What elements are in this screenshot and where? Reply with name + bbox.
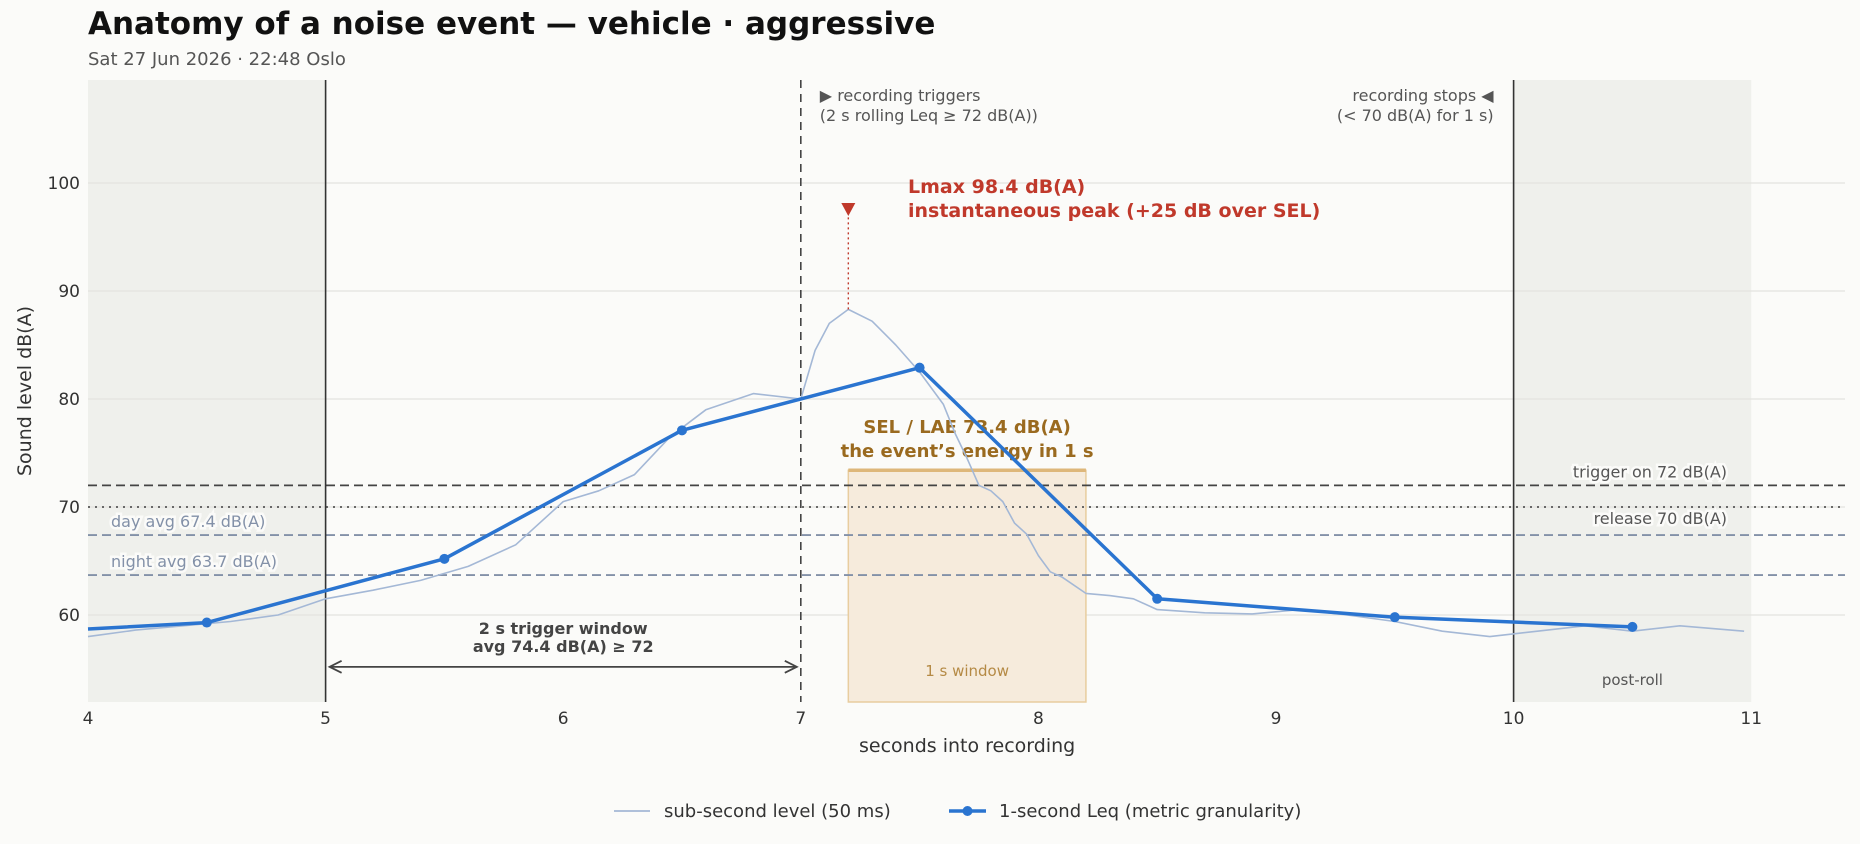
chart-subtitle: Sat 27 Jun 2026 · 22:48 Oslo (88, 49, 346, 70)
y-tick-label-90: 90 (58, 282, 80, 302)
vertical-marker-label-2-a: recording stops ◀ (1352, 86, 1494, 105)
y-tick-label-80: 80 (58, 390, 80, 410)
y-tick-label-100: 100 (48, 174, 80, 194)
series-1s-leq-point (1627, 621, 1638, 632)
series-1s-leq-point (1389, 612, 1400, 623)
shaded-region-1 (1513, 80, 1752, 702)
shaded-region-0 (88, 80, 326, 702)
sel-window-label: 1 s window (925, 662, 1009, 680)
series-1s-leq-point (914, 362, 925, 373)
x-tick-label-8: 8 (1033, 709, 1044, 729)
chart-title: Anatomy of a noise event — vehicle · agg… (88, 6, 936, 42)
sel-label-line2: the event’s energy in 1 s (841, 441, 1094, 462)
reference-label-3: night avg 63.7 dB(A) (111, 552, 277, 571)
x-tick-label-10: 10 (1503, 709, 1525, 729)
y-axis-label: Sound level dB(A) (14, 306, 36, 476)
x-tick-label-9: 9 (1271, 709, 1282, 729)
series-1s-leq-point (201, 617, 212, 628)
y-tick-label-70: 70 (58, 498, 80, 518)
sel-label-line1: SEL / LAE 73.4 dB(A) (863, 417, 1070, 438)
reference-label-2: day avg 67.4 dB(A) (111, 512, 265, 531)
series-1s-leq-point (1152, 593, 1163, 604)
vertical-marker-label-1-a: ▶ recording triggers (820, 86, 981, 105)
trigger-arrow-head-right (784, 660, 799, 674)
x-tick-label-4: 4 (83, 709, 94, 729)
lmax-label-line1: Lmax 98.4 dB(A) (908, 176, 1085, 198)
trigger-window-label-2: avg 74.4 dB(A) ≥ 72 (473, 637, 654, 656)
legend-label-sub-second: sub-second level (50 ms) (664, 801, 891, 822)
sel-box (847, 469, 1087, 703)
shaded-region-label: post-roll (1602, 671, 1663, 689)
x-axis-label: seconds into recording (859, 735, 1075, 757)
x-tick-label-11: 11 (1740, 709, 1762, 729)
reference-label-1: release 70 dB(A) (1594, 509, 1727, 528)
y-tick-label-60: 60 (58, 606, 80, 626)
vertical-marker-label-2-b: (< 70 dB(A) for 1 s) (1337, 106, 1494, 125)
series-1s-leq-line (87, 365, 1633, 631)
vertical-marker-label-1-b: (2 s rolling Leq ≥ 72 dB(A)) (820, 106, 1038, 125)
trigger-arrow-head-left (327, 660, 343, 674)
legend-label-1s-leq: 1-second Leq (metric granularity) (999, 801, 1301, 822)
lmax-marker (841, 203, 856, 216)
x-tick-label-6: 6 (558, 709, 569, 729)
x-tick-label-5: 5 (320, 709, 331, 729)
legend-swatch-1s-leq-dot (962, 806, 973, 816)
series-1s-leq-point (439, 553, 450, 564)
series-1s-leq-point (677, 425, 687, 436)
trigger-window-label-1: 2 s trigger window (479, 619, 648, 638)
reference-label-0: trigger on 72 dB(A) (1573, 462, 1727, 481)
x-tick-label-7: 7 (795, 709, 806, 729)
lmax-label-line2: instantaneous peak (+25 dB over SEL) (908, 200, 1320, 222)
